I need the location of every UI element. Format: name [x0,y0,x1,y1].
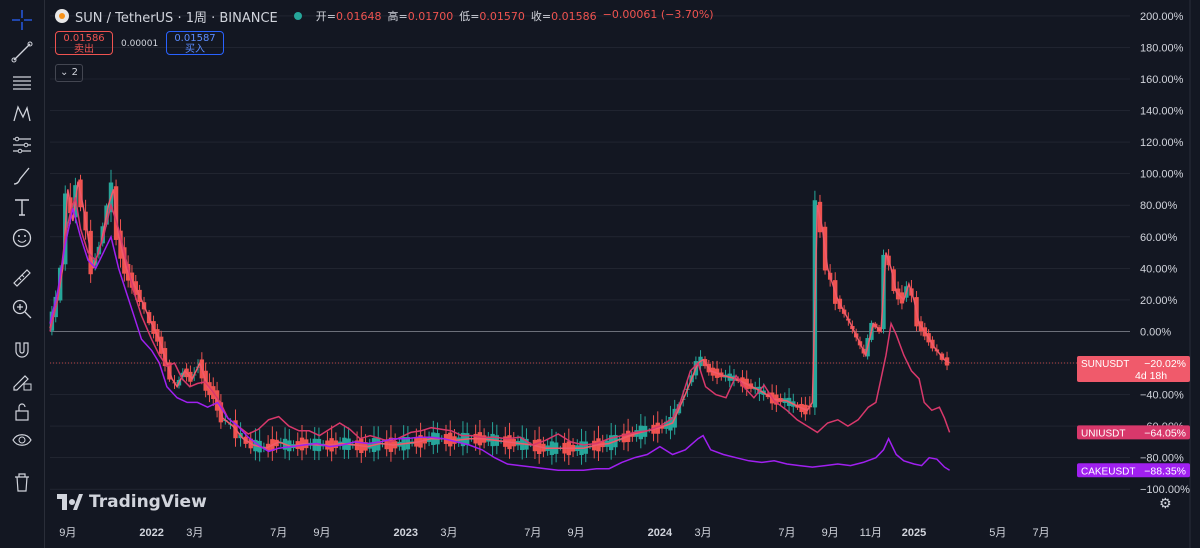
magnet-icon[interactable] [10,338,34,362]
countdown-label: 4d 18h [1135,370,1167,382]
y-tick-label: −80.00% [1140,453,1184,465]
lock-draw-icon[interactable] [10,369,34,393]
brush-icon[interactable] [10,164,34,188]
high-label: 高= [387,10,408,23]
x-tick-label: 3月 [440,527,457,539]
y-tick-label: 80.00% [1140,200,1178,212]
x-tick-label: 7月 [270,527,287,539]
x-tick-label: 2022 [139,527,163,539]
sell-button[interactable]: 0.01586 卖出 [55,31,113,55]
x-tick-label: 9月 [59,527,76,539]
trash-icon[interactable] [10,470,34,494]
indicators-collapse-button[interactable]: ⌄ 2 [55,64,83,82]
eye-icon[interactable] [10,428,34,452]
y-tick-label: 0.00% [1140,326,1171,338]
x-tick-label: 11月 [860,527,882,539]
open-value: 0.01648 [335,10,382,23]
ohlc-values: 开=0.01648 高=0.01700 低=0.01570 收=0.01586 … [316,8,714,24]
indicator-count: 2 [71,67,78,78]
x-tick-label: 3月 [186,527,203,539]
ruler-icon[interactable] [10,266,34,290]
series-line-uniusdt [49,197,951,446]
x-tick-label: 7月 [778,527,795,539]
y-tick-label: 160.00% [1140,74,1184,86]
series-value-label: −88.35% [1144,465,1186,477]
low-label: 低= [459,10,480,23]
series-name-label: SUNUSDT [1081,359,1129,370]
x-tick-label: 2025 [902,527,926,539]
emoji-icon[interactable] [10,226,34,250]
x-tick-label: 9月 [567,527,584,539]
buy-button[interactable]: 0.01587 买入 [166,31,224,55]
logo-text: TradingView [89,492,207,512]
series-line-sunusdt [49,181,950,449]
y-tick-label: 200.00% [1140,11,1184,23]
symbol-title[interactable]: SUN / TetherUS · 1周 · BINANCE [75,10,278,26]
lock-icon[interactable] [10,400,34,424]
y-tick-label: 120.00% [1140,137,1184,149]
crosshair-icon[interactable] [10,8,34,32]
buy-price: 0.01587 [174,33,216,44]
series-name-label: UNIUSDT [1081,428,1125,439]
trendline-icon[interactable] [10,40,34,64]
pattern-icon[interactable] [10,102,34,126]
open-label: 开= [315,10,336,23]
sell-label: 卖出 [74,44,94,55]
series-label-bg [1077,463,1190,478]
series-value-label: −64.05% [1144,427,1186,439]
sell-price: 0.01586 [63,33,105,44]
x-tick-label: 5月 [989,527,1006,539]
y-tick-label: 40.00% [1140,263,1178,275]
high-value: 0.01700 [407,10,454,23]
spread-value: 0.00001 [121,39,159,49]
series-line-cakeusdt [49,208,950,472]
y-tick-label: 60.00% [1140,232,1178,244]
gear-icon[interactable]: ⚙ [1159,496,1172,512]
x-tick-label: 2024 [648,527,673,539]
close-label: 收= [530,10,552,23]
buy-label: 买入 [185,44,205,55]
price-chart[interactable]: 200.00% 180.00% 160.00% 140.00% 120.00% 100.0… [45,0,1200,548]
tradingview-logo[interactable]: TradingView [57,492,207,512]
y-tick-label: 180.00% [1140,42,1184,54]
x-tick-label: 7月 [1032,527,1049,539]
chart-area[interactable]: 200.00% 180.00% 160.00% 140.00% 120.00% 100.0… [45,0,1200,548]
series-name-label: CAKEUSDT [1081,466,1135,477]
measure-icon[interactable] [10,133,34,157]
sun-coin-icon [55,9,69,23]
zoom-icon[interactable] [10,297,34,321]
y-tick-label: −40.00% [1140,390,1184,402]
symbol-header: SUN / TetherUS · 1周 · BINANCE 开=0.01648 … [55,6,714,26]
x-tick-label: 2023 [394,527,418,539]
series-label-bg [1077,356,1190,382]
y-tick-label: 100.00% [1140,169,1184,181]
change-value: −0.00061 (−3.70%) [602,8,714,21]
close-value: 0.01586 [551,10,597,23]
y-tick-label: −100.00% [1140,484,1190,496]
x-tick-label: 9月 [822,527,839,539]
series-label-bg [1077,425,1190,440]
y-tick-label: 20.00% [1140,295,1178,307]
low-value: 0.01570 [479,10,525,23]
x-tick-label: 9月 [313,527,330,539]
fib-icon[interactable] [10,71,34,95]
text-icon[interactable] [10,195,34,219]
market-status-icon [293,12,302,20]
x-tick-label: 3月 [695,527,712,539]
drawing-toolbar [0,0,45,548]
tradingview-logo-icon [57,494,83,510]
x-tick-label: 7月 [524,527,541,539]
y-tick-label: 140.00% [1140,106,1184,118]
series-value-label: −20.02% [1144,358,1186,370]
